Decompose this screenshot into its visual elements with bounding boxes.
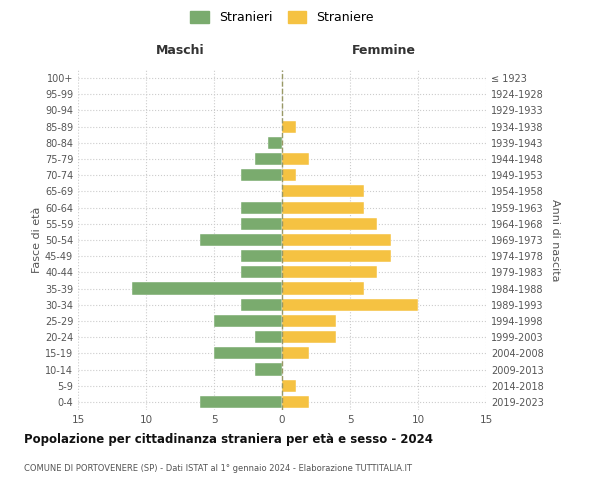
Bar (282, 202, 364, 213)
Bar (282, 396, 309, 408)
Text: Maschi: Maschi (155, 44, 205, 57)
Text: COMUNE DI PORTOVENERE (SP) - Dati ISTAT al 1° gennaio 2024 - Elaborazione TUTTIT: COMUNE DI PORTOVENERE (SP) - Dati ISTAT … (24, 464, 412, 473)
Bar (241, 169, 282, 181)
Y-axis label: Fasce di età: Fasce di età (32, 207, 42, 273)
Bar (282, 218, 377, 230)
Bar (241, 250, 282, 262)
Bar (241, 218, 282, 230)
Bar (282, 380, 296, 392)
Bar (255, 364, 282, 376)
Bar (214, 315, 282, 327)
Legend: Stranieri, Straniere: Stranieri, Straniere (188, 8, 376, 26)
Bar (241, 202, 282, 213)
Bar (282, 331, 337, 343)
Bar (255, 331, 282, 343)
Bar (282, 153, 309, 165)
Bar (282, 282, 364, 294)
Bar (282, 234, 391, 246)
Bar (133, 282, 282, 294)
Bar (255, 153, 282, 165)
Bar (282, 169, 296, 181)
Bar (200, 396, 282, 408)
Bar (282, 120, 296, 132)
Bar (282, 298, 418, 311)
Text: Femmine: Femmine (352, 44, 416, 57)
Bar (282, 348, 309, 360)
Bar (214, 348, 282, 360)
Bar (282, 186, 364, 198)
Bar (241, 266, 282, 278)
Text: Popolazione per cittadinanza straniera per età e sesso - 2024: Popolazione per cittadinanza straniera p… (24, 432, 433, 446)
Bar (282, 250, 391, 262)
Y-axis label: Anni di nascita: Anni di nascita (550, 198, 560, 281)
Bar (241, 298, 282, 311)
Bar (268, 137, 282, 149)
Bar (282, 266, 377, 278)
Bar (200, 234, 282, 246)
Bar (282, 315, 337, 327)
